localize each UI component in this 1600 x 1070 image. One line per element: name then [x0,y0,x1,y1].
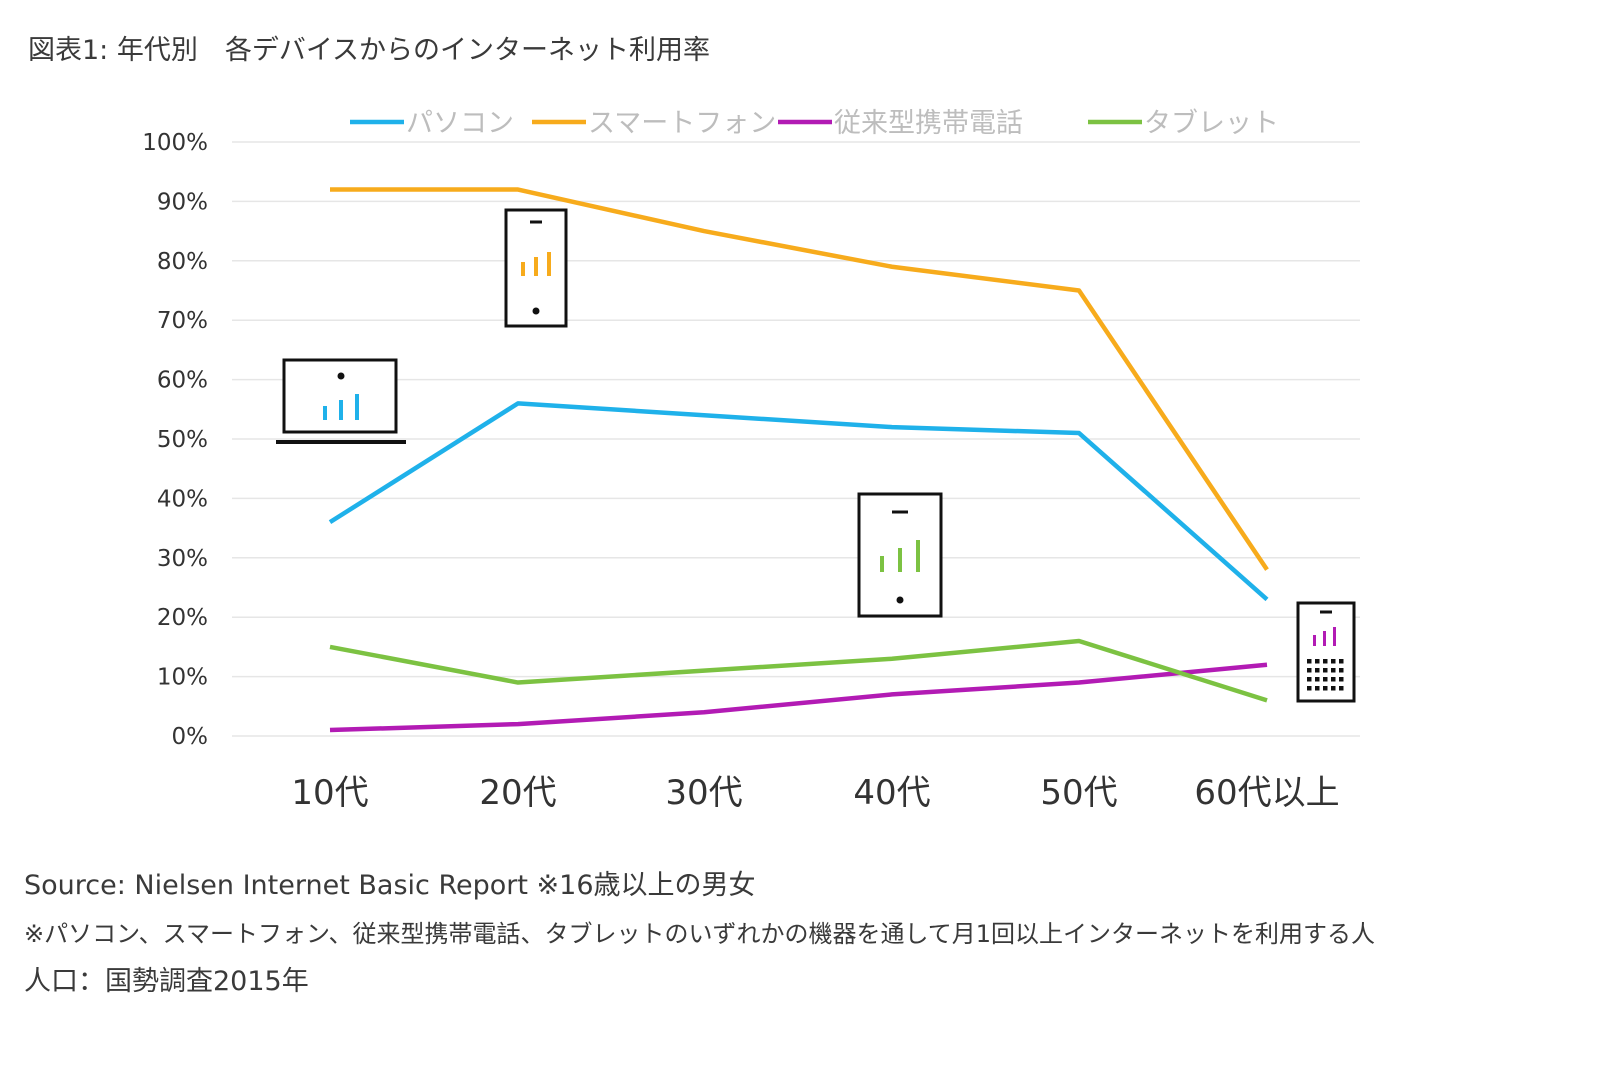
keypad-key [1323,668,1328,673]
keypad-key [1339,668,1344,673]
keypad-key [1339,677,1344,682]
legend-label: タブレット [1144,108,1279,139]
y-tick-label: 20% [157,605,208,631]
grid-lines [232,141,1360,737]
keypad-key [1339,686,1344,691]
population-note: 人口：国勢調査2015年 [24,966,309,997]
keypad-key [1331,659,1336,664]
chart-title: 図表1: 年代別 各デバイスからのインターネット利用率 [28,35,711,66]
keypad-key [1323,659,1328,664]
series-line [329,662,1268,733]
definition-note: ※パソコン、スマートフォン、従来型携帯電話、タブレットのいずれかの機器を通して月… [24,920,1376,948]
x-tick-label: 50代 [1040,773,1117,813]
keypad-key [1339,659,1344,664]
y-tick-label: 70% [157,308,208,334]
keypad-key [1331,668,1336,673]
series-line [329,638,1268,703]
feature-phone-icon [1296,601,1356,703]
keypad-key [1307,686,1312,691]
y-axis-labels: 0% 10% 20% 30% 40% 50% 60% 70% 80% 90% 100% [142,130,208,750]
keypad [1307,659,1344,691]
keypad-key [1315,677,1320,682]
tablet-icon [857,492,943,618]
x-tick-label: 20代 [479,773,556,813]
x-tick-label: 30代 [665,773,742,813]
keypad-key [1307,677,1312,682]
y-tick-label: 90% [157,189,208,215]
keypad-key [1315,668,1320,673]
keypad-key [1307,668,1312,673]
keypad-key [1331,677,1336,682]
x-axis-labels: 10代 20代 30代 40代 50代 60代以上 [291,773,1339,813]
smartphone-icon [504,208,568,328]
series-line [328,401,1269,602]
y-tick-label: 40% [157,486,208,512]
legend-label: 従来型携帯電話 [834,108,1023,139]
legend-label: パソコン [406,108,514,139]
y-tick-label: 0% [172,724,209,750]
chart-notes: Source: Nielsen Internet Basic Report ※1… [24,862,1375,1006]
series-lines [328,187,1269,733]
keypad-key [1315,659,1320,664]
x-tick-label: 60代以上 [1194,773,1339,813]
y-tick-label: 50% [157,427,208,453]
x-tick-label: 40代 [853,773,930,813]
series-line [330,187,1269,571]
keypad-key [1323,677,1328,682]
y-tick-label: 10% [157,665,208,691]
keypad-key [1323,686,1328,691]
y-tick-label: 60% [157,368,208,394]
y-tick-label: 80% [157,249,208,275]
keypad-key [1307,659,1312,664]
legend-label: スマートフォン [588,108,776,139]
keypad-key [1315,686,1320,691]
x-tick-label: 10代 [291,773,368,813]
legend: パソコン スマートフォン 従来型携帯電話 タブレット [350,108,1279,139]
y-tick-label: 100% [142,130,208,156]
source-note: Source: Nielsen Internet Basic Report ※1… [24,870,756,901]
y-tick-label: 30% [157,546,208,572]
keypad-key [1331,686,1336,691]
laptop-icon [276,358,406,444]
